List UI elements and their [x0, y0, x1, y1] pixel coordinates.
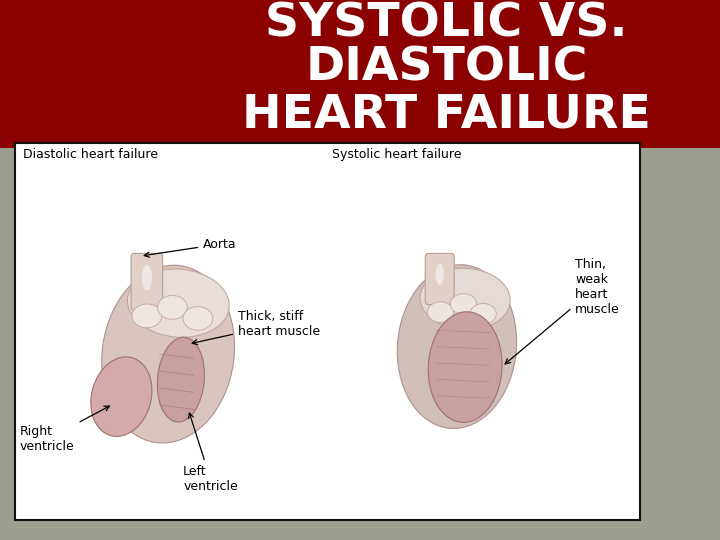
- Ellipse shape: [157, 338, 204, 422]
- Ellipse shape: [428, 312, 502, 422]
- Text: Diastolic heart failure: Diastolic heart failure: [23, 148, 158, 161]
- Ellipse shape: [183, 307, 212, 330]
- Bar: [15, 143, 640, 520]
- Ellipse shape: [132, 304, 162, 328]
- Text: Left
ventricle: Left ventricle: [183, 413, 238, 493]
- Bar: [0, 0, 720, 148]
- Text: Right
ventricle: Right ventricle: [20, 406, 109, 453]
- Ellipse shape: [127, 269, 229, 338]
- Ellipse shape: [428, 302, 454, 322]
- Ellipse shape: [397, 265, 516, 428]
- Text: Thin,
weak
heart
muscle: Thin, weak heart muscle: [505, 258, 620, 364]
- Text: DIASTOLIC: DIASTOLIC: [305, 45, 588, 91]
- Text: Systolic heart failure: Systolic heart failure: [333, 148, 462, 161]
- Ellipse shape: [451, 294, 477, 314]
- Text: SYSTOLIC VS.: SYSTOLIC VS.: [265, 2, 628, 46]
- Ellipse shape: [420, 268, 510, 330]
- Ellipse shape: [158, 295, 187, 319]
- FancyBboxPatch shape: [131, 253, 163, 310]
- Ellipse shape: [142, 265, 152, 291]
- Ellipse shape: [102, 265, 235, 443]
- Text: Aorta: Aorta: [144, 238, 237, 257]
- Ellipse shape: [91, 357, 152, 436]
- FancyBboxPatch shape: [426, 253, 454, 305]
- Ellipse shape: [436, 264, 444, 285]
- Text: HEART FAILURE: HEART FAILURE: [242, 92, 651, 138]
- Text: Thick, stiff
heart muscle: Thick, stiff heart muscle: [192, 310, 320, 345]
- Ellipse shape: [470, 303, 496, 324]
